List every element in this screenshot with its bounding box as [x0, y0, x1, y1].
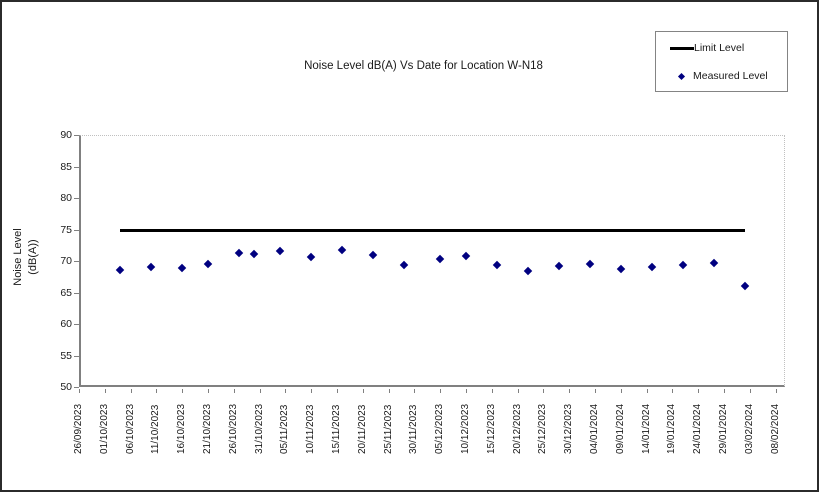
- y-tick-label: 60: [60, 318, 72, 330]
- x-tick-mark: [646, 389, 648, 393]
- limit-line-icon: [670, 46, 694, 50]
- x-tick-label: 19/01/2024: [666, 403, 678, 454]
- x-tick-mark: [311, 389, 313, 393]
- x-tick-label: 24/01/2024: [692, 403, 704, 454]
- x-tick-mark: [259, 389, 261, 393]
- x-tick-mark: [749, 389, 751, 393]
- x-tick-mark: [672, 389, 674, 393]
- x-tick-label: 29/01/2024: [718, 403, 729, 454]
- x-tick-mark: [440, 389, 442, 393]
- y-tick-label: 50: [60, 381, 72, 393]
- y-tick-mark: [74, 198, 79, 199]
- y-axis-title: Noise Level (dB(A)): [11, 205, 45, 309]
- x-tick-mark: [620, 389, 622, 393]
- y-tick-mark: [74, 166, 79, 168]
- x-tick-mark: [233, 389, 235, 393]
- x-tick-mark: [491, 389, 493, 393]
- x-tick-label: 25/11/2023: [382, 404, 394, 454]
- y-axis-title-line2: (dB(A)): [27, 239, 39, 275]
- plot-area: [79, 135, 785, 387]
- y-tick-mark: [74, 229, 79, 231]
- chart-title: Noise Level dB(A) Vs Date for Location W…: [304, 60, 543, 72]
- x-tick-label: 10/11/2023: [305, 404, 317, 454]
- legend: Limit Level Measured Level: [655, 31, 788, 92]
- x-tick-mark: [595, 389, 596, 393]
- x-tick-label: 31/10/2023: [253, 403, 265, 454]
- x-tick-mark: [285, 389, 287, 393]
- x-tick-label: 05/12/2023: [434, 403, 446, 454]
- measured-point-icon: [677, 72, 686, 80]
- x-tick-mark: [208, 389, 209, 393]
- x-tick-label: 30/12/2023: [563, 403, 575, 454]
- x-tick-mark: [130, 389, 132, 393]
- x-tick-label: 14/01/2024: [640, 403, 652, 454]
- x-tick-mark: [724, 389, 725, 393]
- x-tick-label: 16/10/2023: [176, 403, 188, 454]
- x-tick-label: 06/10/2023: [124, 403, 136, 454]
- x-tick-mark: [337, 389, 338, 393]
- x-tick-label: 26/10/2023: [227, 403, 239, 454]
- y-axis-title-line1: Noise Level: [12, 228, 24, 286]
- x-tick-mark: [388, 389, 390, 393]
- x-tick-label: 21/10/2023: [202, 403, 213, 454]
- x-tick-label: 20/11/2023: [356, 404, 368, 454]
- legend-entry-limit: Limit Level: [656, 40, 744, 56]
- x-tick-mark: [569, 389, 571, 393]
- x-tick-mark: [414, 389, 416, 393]
- legend-label-measured: Measured Level: [693, 70, 768, 82]
- x-tick-label: 11/10/2023: [150, 404, 162, 454]
- x-tick-mark: [466, 389, 467, 393]
- x-tick-mark: [775, 389, 777, 393]
- x-tick-label: 15/12/2023: [485, 403, 497, 454]
- y-tick-mark: [74, 261, 79, 262]
- x-tick-label: 08/02/2024: [769, 403, 781, 454]
- legend-label-limit: Limit Level: [694, 42, 745, 54]
- y-tick-label: 90: [60, 129, 72, 141]
- y-tick-label: 55: [60, 349, 72, 362]
- x-tick-label: 15/11/2023: [331, 404, 342, 454]
- x-tick-label: 04/01/2024: [589, 403, 600, 454]
- x-tick-mark: [517, 389, 519, 393]
- y-tick-mark: [74, 387, 79, 388]
- y-tick-mark: [74, 135, 79, 136]
- x-tick-mark: [156, 389, 158, 393]
- y-tick-label: 85: [60, 160, 72, 173]
- y-tick-mark: [74, 355, 79, 357]
- x-tick-label: 01/10/2023: [98, 403, 110, 454]
- y-tick-mark: [74, 292, 79, 294]
- x-tick-label: 30/11/2023: [408, 404, 420, 454]
- x-tick-mark: [362, 389, 364, 393]
- y-tick-label: 75: [60, 223, 72, 236]
- x-tick-label: 10/12/2023: [460, 403, 471, 454]
- y-tick-label: 80: [60, 192, 72, 204]
- x-tick-mark: [79, 389, 80, 393]
- x-tick-mark: [104, 389, 106, 393]
- x-tick-label: 09/01/2024: [614, 403, 626, 454]
- x-tick-label: 25/12/2023: [537, 403, 549, 454]
- y-tick-mark: [74, 324, 79, 325]
- y-tick-label: 65: [60, 286, 72, 299]
- limit-level-line: [120, 228, 745, 232]
- x-tick-label: 26/09/2023: [73, 403, 84, 454]
- y-tick-label: 70: [60, 255, 72, 267]
- x-tick-label: 20/12/2023: [511, 403, 523, 454]
- x-tick-label: 03/02/2024: [743, 403, 755, 454]
- legend-entry-measured: Measured Level: [656, 68, 768, 84]
- x-tick-mark: [182, 389, 184, 393]
- x-tick-label: 05/11/2023: [279, 404, 291, 454]
- x-tick-mark: [698, 389, 700, 393]
- x-tick-mark: [543, 389, 545, 393]
